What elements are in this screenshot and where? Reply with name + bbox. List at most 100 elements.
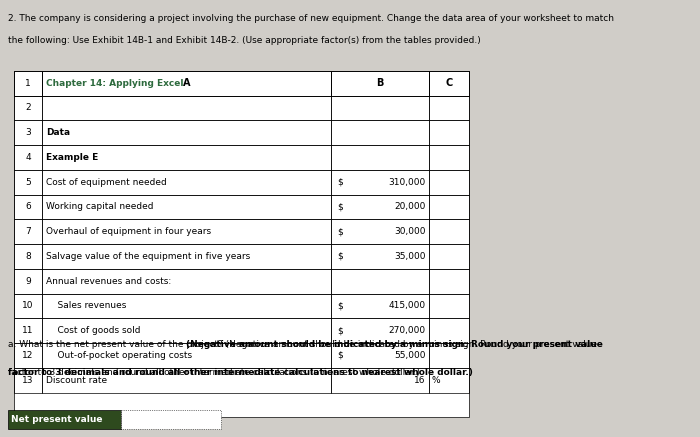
Bar — [42, 145, 331, 170]
Text: Discount rate: Discount rate — [46, 376, 107, 385]
Bar — [42, 269, 331, 294]
Text: 9: 9 — [25, 277, 31, 286]
Text: Data: Data — [46, 128, 70, 137]
Bar — [42, 343, 331, 368]
Text: 16: 16 — [414, 376, 426, 385]
Bar — [428, 269, 470, 294]
Text: $: $ — [337, 302, 343, 311]
Bar — [42, 120, 331, 145]
Text: 55,000: 55,000 — [394, 351, 426, 360]
Bar — [428, 96, 470, 120]
Bar — [331, 319, 428, 343]
Text: $: $ — [337, 227, 343, 236]
Bar — [428, 170, 470, 194]
Bar — [14, 145, 42, 170]
Text: 270,000: 270,000 — [389, 326, 426, 335]
Text: (Negative amount should be indicated by a minus sign. Round your present value: (Negative amount should be indicated by … — [186, 340, 603, 349]
Bar — [14, 71, 42, 96]
Bar — [14, 368, 42, 392]
Bar — [428, 194, 470, 219]
Bar — [428, 294, 470, 319]
Text: 2. The company is considering a project involving the purchase of new equipment.: 2. The company is considering a project … — [8, 14, 614, 24]
Bar — [42, 194, 331, 219]
Text: 13: 13 — [22, 376, 34, 385]
Text: Out-of-pocket operating costs: Out-of-pocket operating costs — [46, 351, 192, 360]
Text: 20,000: 20,000 — [394, 202, 426, 212]
Bar — [14, 194, 42, 219]
Bar — [331, 194, 428, 219]
Text: 4: 4 — [25, 153, 31, 162]
Text: Salvage value of the equipment in five years: Salvage value of the equipment in five y… — [46, 252, 250, 261]
Text: 2: 2 — [25, 104, 31, 112]
Bar — [331, 244, 428, 269]
Text: Chapter 14: Applying Excel: Chapter 14: Applying Excel — [46, 79, 183, 88]
Bar — [42, 170, 331, 194]
Bar — [428, 120, 470, 145]
Bar — [331, 170, 428, 194]
Bar — [8, 409, 121, 429]
Text: the following: Use Exhibit 14B-1 and Exhibit 14B-2. (Use appropriate factor(s) f: the following: Use Exhibit 14B-1 and Exh… — [8, 36, 480, 45]
Text: A: A — [183, 78, 190, 88]
Text: 1: 1 — [25, 79, 31, 88]
Bar — [331, 368, 428, 392]
Bar — [428, 219, 470, 244]
Text: $: $ — [337, 351, 343, 360]
Bar — [14, 319, 42, 343]
Text: 11: 11 — [22, 326, 34, 335]
Bar — [42, 319, 331, 343]
Bar — [428, 368, 470, 392]
Text: Annual revenues and costs:: Annual revenues and costs: — [46, 277, 172, 286]
Text: 10: 10 — [22, 302, 34, 311]
Bar — [42, 294, 331, 319]
Text: 6: 6 — [25, 202, 31, 212]
Text: Overhaul of equipment in four years: Overhaul of equipment in four years — [46, 227, 211, 236]
Text: Cost of goods sold: Cost of goods sold — [46, 326, 141, 335]
Bar — [428, 319, 470, 343]
Bar — [331, 219, 428, 244]
Bar — [428, 71, 470, 96]
Bar — [331, 96, 428, 120]
Text: 310,000: 310,000 — [389, 178, 426, 187]
Text: Working capital needed: Working capital needed — [46, 202, 153, 212]
Text: 3: 3 — [25, 128, 31, 137]
Text: $: $ — [337, 178, 343, 187]
Bar — [14, 219, 42, 244]
Bar — [14, 269, 42, 294]
Bar — [331, 71, 428, 96]
Text: 5: 5 — [25, 178, 31, 187]
Text: Sales revenues: Sales revenues — [46, 302, 127, 311]
Bar — [14, 294, 42, 319]
Text: a. What is the net present value of the project? (Negative amount should be indi: a. What is the net present value of the … — [8, 340, 597, 349]
Bar — [42, 71, 331, 96]
Bar — [42, 71, 331, 96]
Bar — [331, 71, 428, 96]
Text: Cost of equipment needed: Cost of equipment needed — [46, 178, 167, 187]
Bar — [428, 244, 470, 269]
Bar — [42, 244, 331, 269]
Text: Net present value: Net present value — [10, 415, 102, 423]
Bar — [331, 145, 428, 170]
Bar — [14, 71, 42, 96]
Bar — [14, 170, 42, 194]
Bar — [14, 120, 42, 145]
Bar — [42, 96, 331, 120]
Text: 12: 12 — [22, 351, 34, 360]
Text: 35,000: 35,000 — [394, 252, 426, 261]
Bar — [42, 219, 331, 244]
Text: %: % — [432, 376, 440, 385]
Text: B: B — [377, 78, 384, 88]
Text: 7: 7 — [25, 227, 31, 236]
Bar — [14, 96, 42, 120]
Bar — [331, 343, 428, 368]
Bar — [428, 343, 470, 368]
Bar — [331, 294, 428, 319]
Bar — [428, 145, 470, 170]
Bar — [331, 120, 428, 145]
Text: factor to 3 decimals and round all other intermediate calculations to nearest wh: factor to 3 decimals and round all other… — [8, 368, 420, 377]
Bar — [14, 71, 470, 417]
Bar — [14, 343, 42, 368]
Bar — [121, 409, 221, 429]
Bar — [14, 244, 42, 269]
Text: factor to 3 decimals and round all other intermediate calculations to nearest wh: factor to 3 decimals and round all other… — [8, 368, 472, 377]
Text: $: $ — [337, 326, 343, 335]
